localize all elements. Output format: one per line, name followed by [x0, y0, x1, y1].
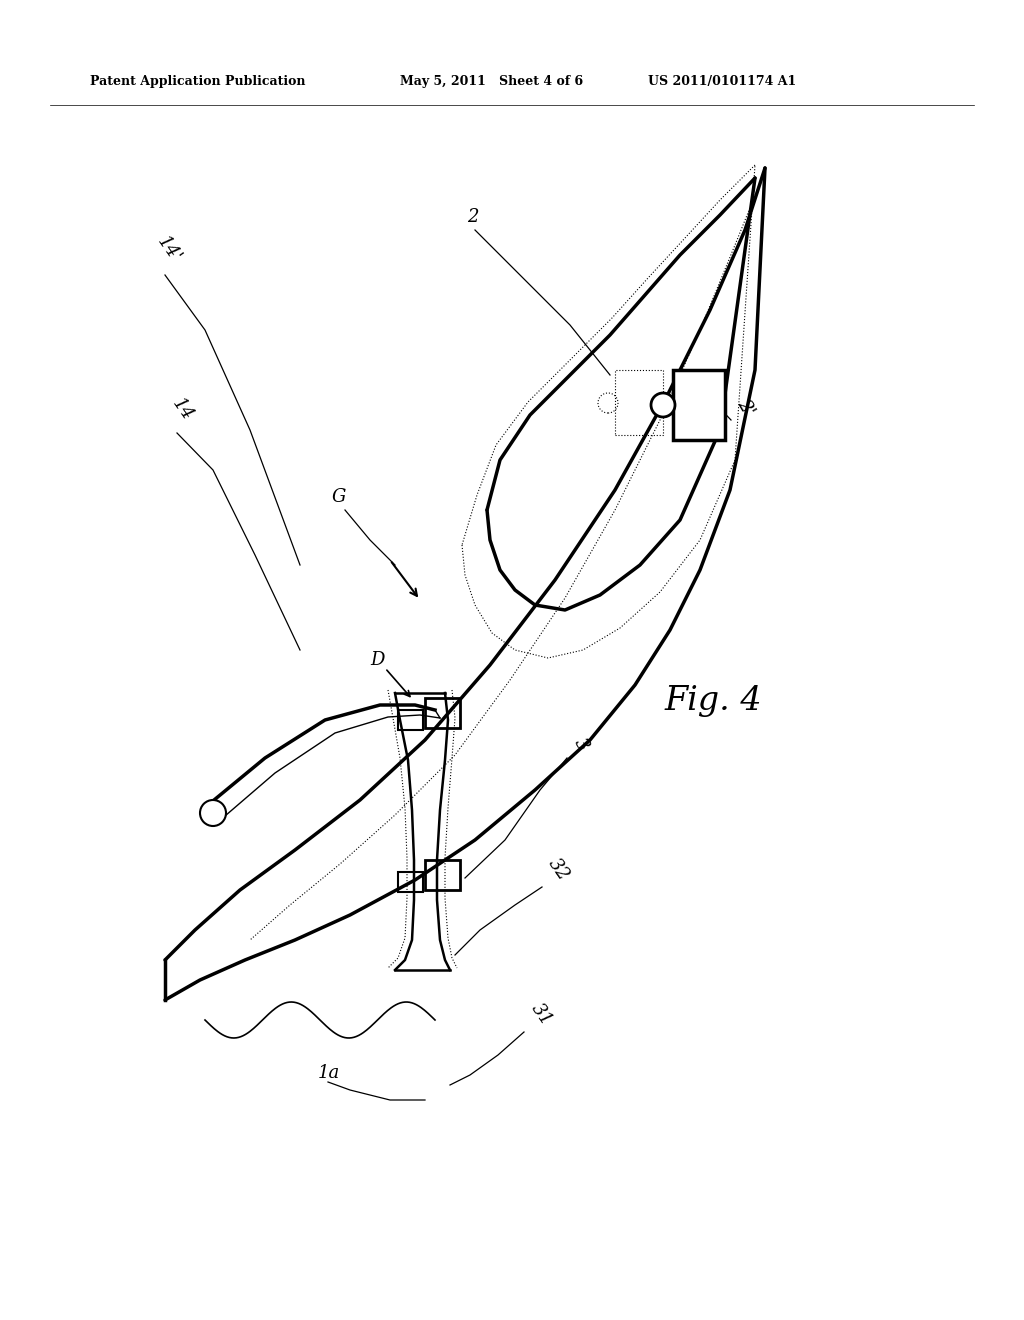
Bar	[425, 861, 460, 890]
Text: 1a: 1a	[318, 1064, 340, 1082]
Circle shape	[651, 393, 675, 417]
Text: G: G	[332, 488, 346, 506]
Bar	[425, 698, 460, 729]
Text: 14': 14'	[153, 232, 183, 267]
Text: US 2011/0101174 A1: US 2011/0101174 A1	[648, 75, 797, 88]
Text: 2': 2'	[734, 396, 758, 418]
Text: 3: 3	[570, 735, 591, 754]
Text: 14: 14	[168, 395, 196, 424]
Text: May 5, 2011   Sheet 4 of 6: May 5, 2011 Sheet 4 of 6	[400, 75, 583, 88]
Bar	[615, 370, 663, 436]
Text: 31: 31	[528, 999, 556, 1030]
Text: D: D	[370, 651, 384, 669]
Bar	[398, 710, 423, 730]
Text: Patent Application Publication: Patent Application Publication	[90, 75, 305, 88]
Bar	[673, 370, 725, 440]
Text: Fig. 4: Fig. 4	[665, 685, 763, 717]
Circle shape	[200, 800, 226, 826]
Text: 32: 32	[545, 855, 573, 884]
Text: 2: 2	[467, 209, 478, 226]
Bar	[398, 873, 423, 892]
